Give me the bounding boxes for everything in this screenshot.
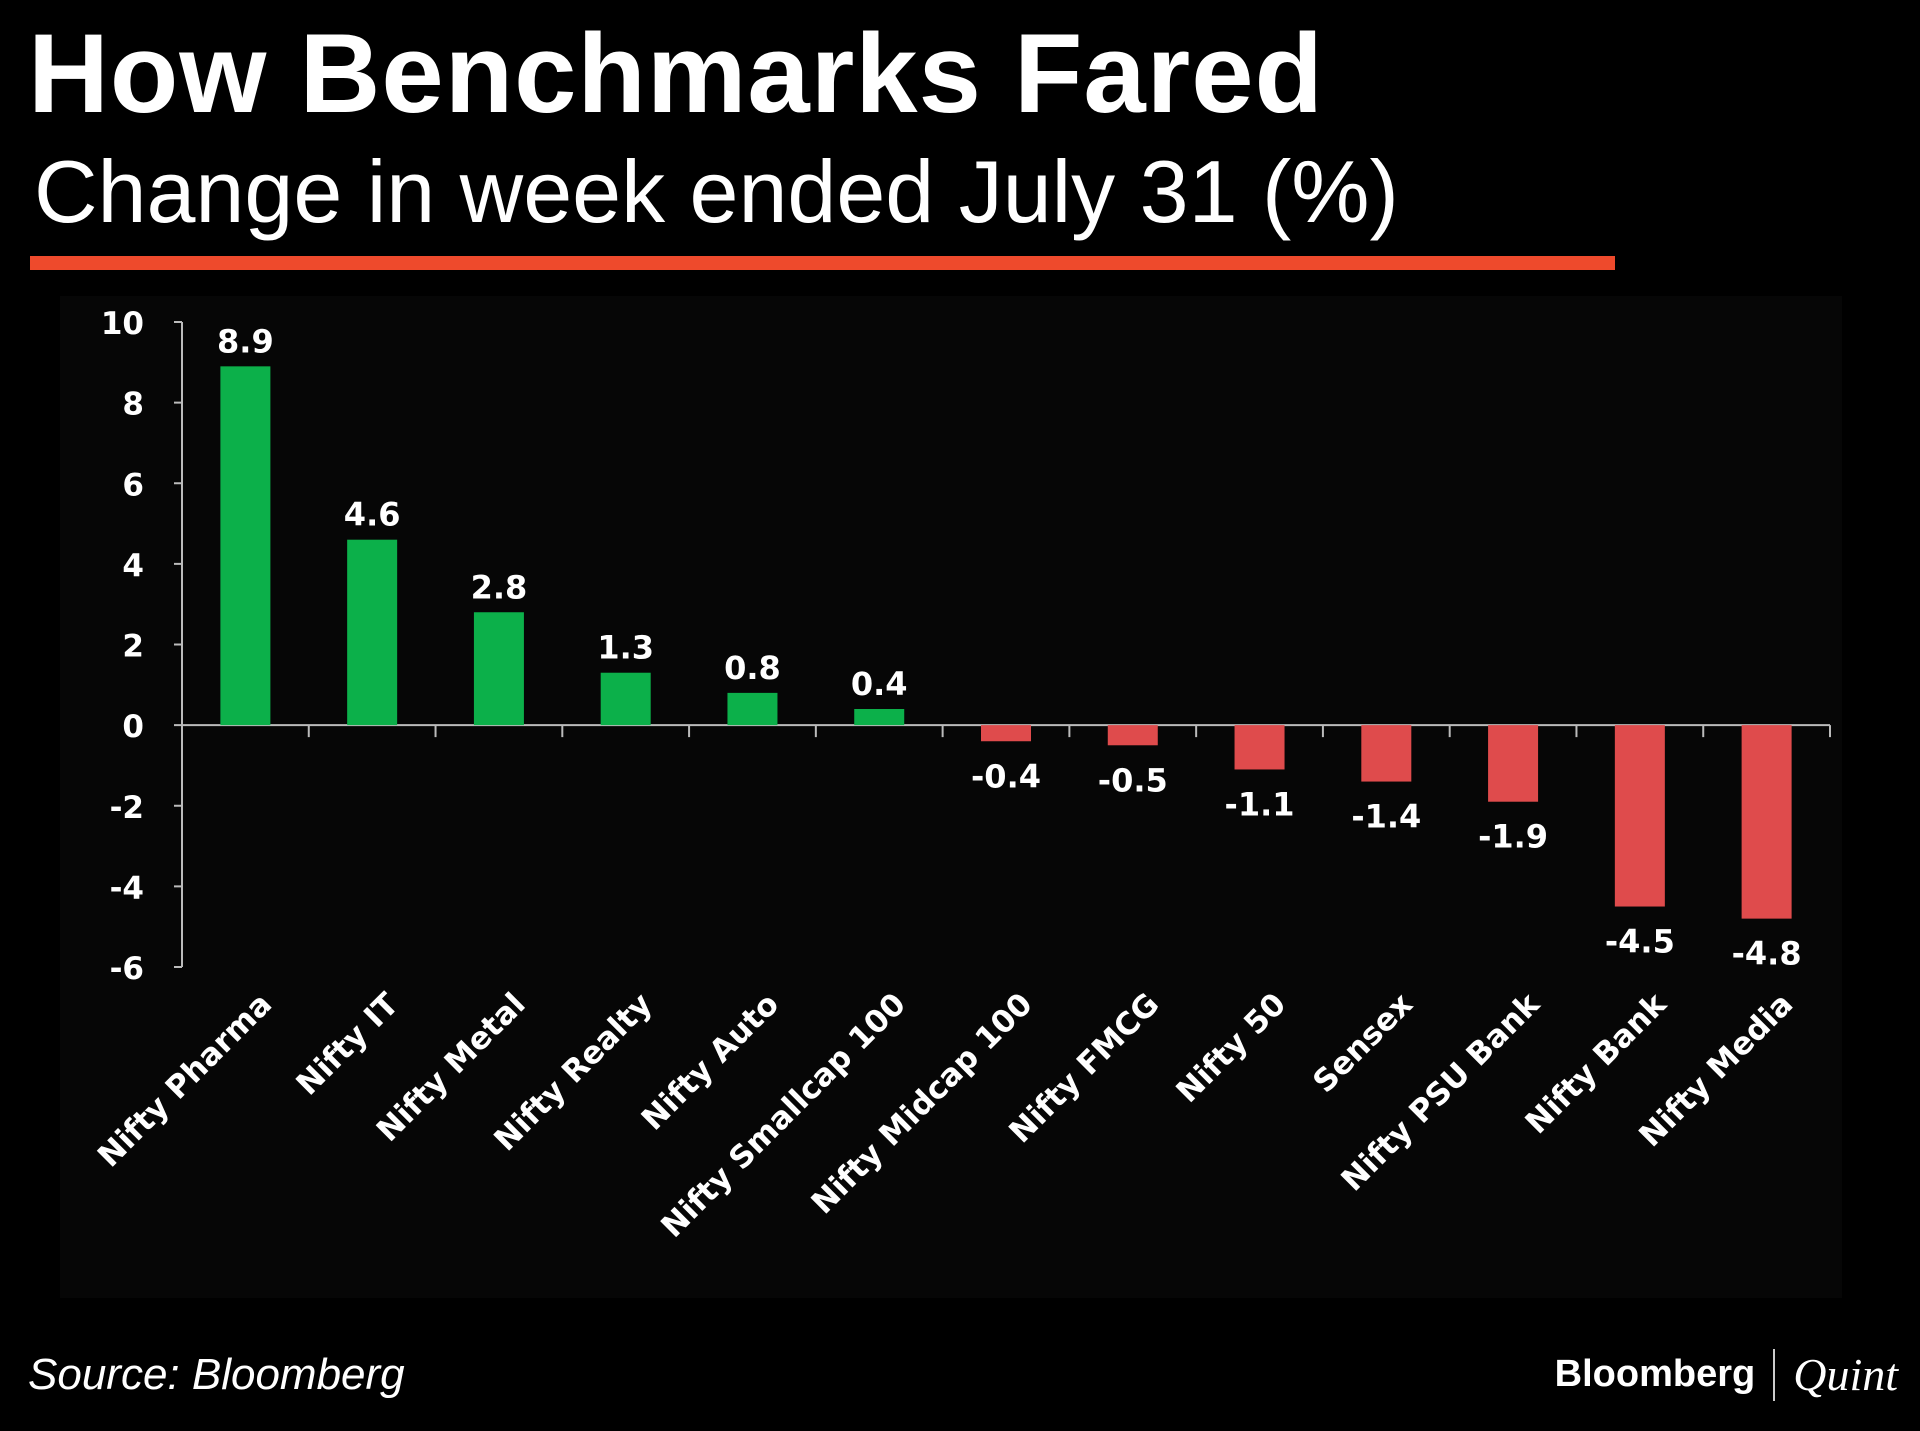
brand-logo: Bloomberg Quint bbox=[1555, 1348, 1898, 1401]
data-label: -1.1 bbox=[1225, 785, 1295, 823]
data-label: 8.9 bbox=[217, 322, 274, 360]
bar bbox=[1361, 725, 1412, 782]
y-tick-label: 2 bbox=[122, 629, 144, 665]
logo-quint-text: Quint bbox=[1793, 1349, 1898, 1400]
y-tick-label: 10 bbox=[101, 306, 144, 342]
logo-divider bbox=[1773, 1348, 1776, 1401]
bar bbox=[854, 709, 905, 726]
data-label: -0.4 bbox=[971, 757, 1041, 795]
x-tick-label: Nifty IT bbox=[289, 986, 405, 1102]
bar bbox=[1614, 725, 1665, 907]
y-tick-label: -2 bbox=[110, 790, 144, 826]
title-underline bbox=[30, 256, 1615, 270]
bar bbox=[727, 692, 778, 726]
bar bbox=[600, 672, 651, 726]
x-tick-label: Nifty Pharma bbox=[91, 986, 279, 1174]
data-label: -1.4 bbox=[1351, 798, 1421, 836]
bar bbox=[1488, 725, 1539, 802]
data-label: 1.3 bbox=[597, 629, 654, 667]
source-note: Source: Bloomberg bbox=[28, 1350, 405, 1399]
data-label: 4.6 bbox=[344, 496, 401, 534]
bar bbox=[981, 725, 1031, 742]
bar bbox=[1741, 725, 1792, 919]
bar bbox=[473, 612, 524, 726]
bar bbox=[1234, 725, 1285, 770]
data-label: 0.4 bbox=[851, 665, 908, 703]
bar-chart: 10 8 6 4 2 0 -2 -4 -6 8.9 Nifty Pharma 4.6 Nifty IT 2… bbox=[91, 306, 1831, 1245]
chart-title: How Benchmarks Fared bbox=[28, 11, 1324, 136]
chart-subtitle: Change in week ended July 31 (%) bbox=[34, 142, 1399, 241]
y-tick-label: 4 bbox=[122, 548, 144, 584]
bar bbox=[220, 366, 271, 726]
data-label: 0.8 bbox=[724, 649, 781, 687]
data-label: -1.9 bbox=[1478, 818, 1548, 856]
chart-panel: 10 8 6 4 2 0 -2 -4 -6 8.9 Nifty Pharma 4.6 Nifty IT 2… bbox=[60, 296, 1842, 1298]
x-tick-label: Nifty Midcap 100 bbox=[805, 986, 1040, 1221]
bar bbox=[1107, 725, 1158, 746]
data-label: -4.5 bbox=[1605, 923, 1675, 961]
data-label: -0.5 bbox=[1098, 761, 1168, 799]
y-tick-label: -6 bbox=[110, 951, 144, 987]
y-tick-label: 8 bbox=[122, 387, 144, 423]
bar bbox=[347, 539, 398, 726]
x-tick-label: Nifty Smallcap 100 bbox=[654, 986, 913, 1245]
data-label: 2.8 bbox=[471, 568, 528, 606]
logo-bloomberg-text: Bloomberg bbox=[1554, 1353, 1756, 1395]
x-tick-label: Sensex bbox=[1306, 986, 1420, 1100]
y-tick-label: 0 bbox=[122, 709, 144, 745]
data-label: -4.8 bbox=[1732, 935, 1802, 973]
x-tick-label: Nifty 50 bbox=[1169, 986, 1293, 1110]
y-tick-label: 6 bbox=[122, 467, 144, 503]
y-tick-label: -4 bbox=[110, 870, 144, 906]
